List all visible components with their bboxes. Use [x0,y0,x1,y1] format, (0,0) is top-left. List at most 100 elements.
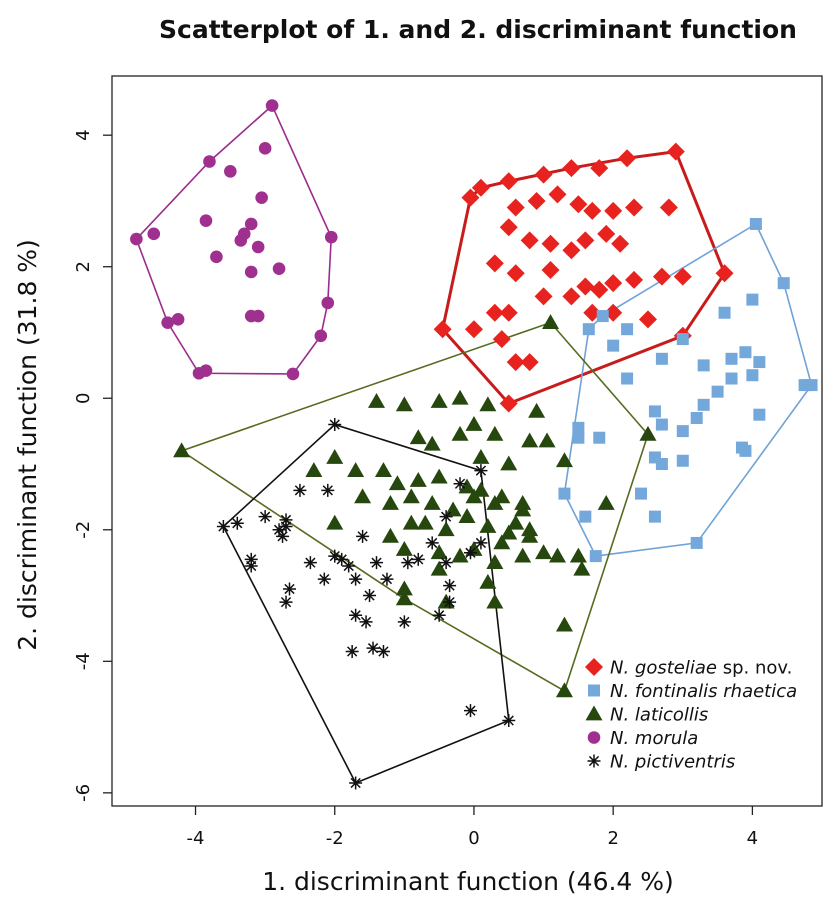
series-3-point [286,367,300,381]
series-2-hull [179,321,649,693]
series-3-point [171,313,185,326]
series-3-point [321,296,335,310]
series-4-hull [222,423,510,784]
series-0-point [506,353,525,372]
series-1-point [572,421,585,434]
series-0-point [548,185,567,204]
x-tick-label: -4 [187,828,205,849]
series-3-point [324,230,338,244]
series-2-point [479,573,497,589]
series-1-point [749,217,762,230]
series-4-point [366,641,380,655]
y-tick-label: -4 [73,652,94,670]
series-1-point [648,405,661,418]
series-2-point [465,488,483,504]
series-2-point [430,544,448,560]
series-0-point [461,188,480,207]
series-3-point [272,262,286,275]
series-4-point [443,595,457,609]
legend-marker-0 [585,658,603,676]
series-2-point [451,425,469,441]
series-4-point [397,615,411,629]
series-2-point [374,462,392,477]
series-2-point [569,547,587,563]
series-2-point [597,494,615,510]
legend-entry-4: N. pictiventris [610,752,735,773]
series-2-point [173,442,191,458]
series-0-point [499,218,518,237]
series-1-point [753,356,766,369]
legend-entry-1: N. fontinalis rhaetica [610,681,797,702]
series-0-point [541,261,560,280]
series-3-point [314,329,328,343]
legend-entry-2: N. laticollis [610,705,708,726]
series-1-point [655,458,668,471]
series-3-point [251,309,265,323]
series-2-point [486,494,504,510]
x-tick-label: 4 [747,828,758,849]
series-3-point [234,234,248,247]
series-4-point [258,510,272,524]
series-3-hull [135,104,333,375]
series-1-point [725,352,738,365]
series-2-point [395,541,413,556]
x-tick-label: -2 [326,828,344,849]
series-2-point [514,494,532,510]
series-0-point [499,303,518,322]
legend-marker-4 [587,754,601,768]
series-3-point [203,155,216,168]
series-1-point [735,441,748,454]
series-4-point [279,595,293,609]
chart-title: Scatterplot of 1. and 2. discriminant fu… [159,15,797,44]
series-2-point [500,455,518,471]
series-1-point [558,487,571,500]
series-0-point [590,280,609,299]
series-0-point [562,287,581,306]
series-4-point [345,644,359,658]
series-0-point [576,231,595,250]
series-2-point [555,616,573,632]
series-2-point [347,462,365,477]
legend-species-name: N. laticollis [610,705,708,726]
series-0-point [471,178,490,197]
series-0-point [520,353,539,372]
series-2-point [465,416,483,431]
series-4-point [279,513,293,527]
series-1-point [746,293,759,306]
legend-species-suffix: sp. nov. [717,658,792,679]
series-2-point [326,514,344,530]
x-tick-label: 2 [607,828,618,849]
series-2-point [388,475,406,491]
series-2-point [500,524,518,540]
series-4-point [401,556,415,570]
series-2-point [402,488,420,504]
series-2-point [395,580,413,596]
series-4-point [349,608,363,622]
series-0-point [569,195,588,214]
series-2-point [555,682,573,698]
series-2-point [402,514,420,530]
series-0-point [618,149,637,168]
series-0-point [604,274,623,293]
series-0-point [666,142,685,161]
series-0-point [611,234,630,253]
series-2-point [486,425,504,441]
series-2-point [573,560,591,576]
legend-species-name: N. pictiventris [610,752,735,773]
series-1-point [805,379,818,392]
series-1-point [593,431,606,444]
series-4-point [463,546,477,560]
series-2-point [521,432,539,448]
series-4-point [439,510,453,524]
series-3-point [255,191,268,204]
series-2-point [395,590,413,606]
series-2-point [472,481,490,497]
series-0-point [562,159,581,178]
series-4-point [293,483,307,497]
data-points [130,99,818,790]
series-3-point [244,265,258,279]
x-axis-ticks: -4 -2 0 2 4 [187,806,758,849]
series-4-point [283,582,296,596]
series-1-point [655,418,668,431]
